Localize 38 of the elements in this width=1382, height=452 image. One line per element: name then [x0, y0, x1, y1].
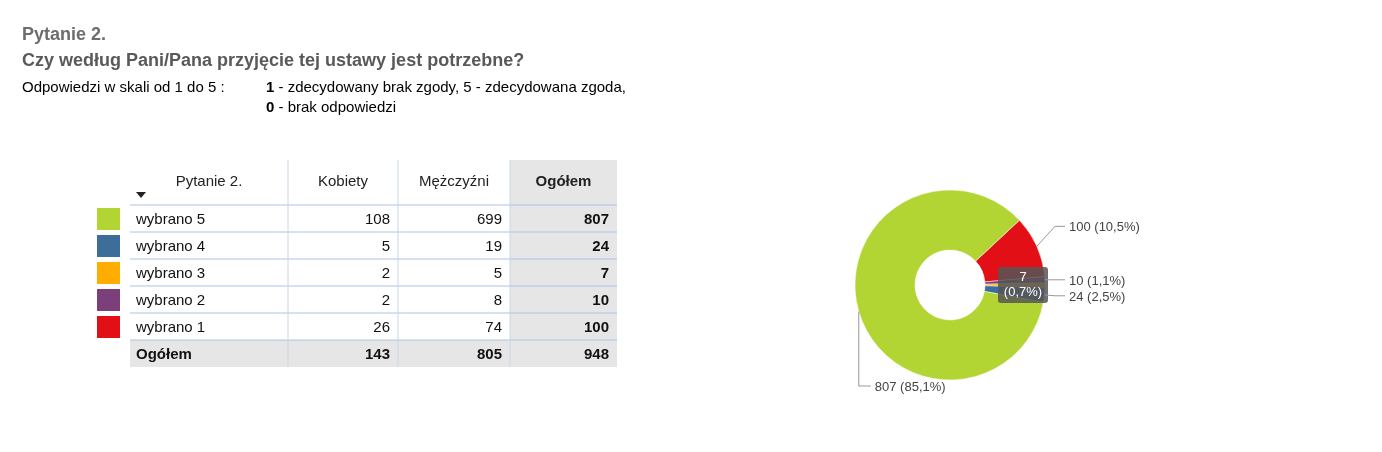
data-label: 100: [583, 318, 609, 335]
text: 1 - zdecydowany brak zgody, 5 - zdecydowana zgoda,: [266, 78, 626, 95]
x-tick-label: Mężczyźni: [418, 172, 490, 189]
data-label: 2: [381, 264, 390, 281]
y-tick-label: wybrano 5: [135, 210, 206, 227]
data-label: 143: [364, 345, 390, 362]
data-label: 100 (10,5%): [1069, 219, 1140, 235]
data-label: 26: [373, 318, 390, 335]
data-label: 24: [592, 237, 610, 254]
data-label: 74: [485, 318, 502, 335]
y-axis-title: Pytanie 2.: [175, 172, 243, 189]
data-label: 8: [493, 291, 502, 308]
data-label: 805: [476, 345, 502, 362]
text: Pytanie 2.: [22, 24, 107, 44]
data-label: 2: [381, 291, 390, 308]
y-tick-label: wybrano 4: [135, 237, 206, 254]
data-label: 10: [592, 291, 609, 308]
data-label: 10 (1,1%): [1069, 272, 1126, 288]
data-label: 19: [485, 237, 502, 254]
y-tick-label: wybrano 1: [135, 318, 206, 335]
data-label: 948: [583, 345, 609, 362]
text: Odpowiedzi w skali od 1 do 5 :: [22, 78, 225, 95]
data-label: 7: [600, 264, 609, 281]
data-label: 699: [476, 210, 502, 227]
x-tick-label: Ogółem: [535, 172, 592, 189]
data-label: 5: [381, 237, 390, 254]
x-tick-label: Kobiety: [317, 172, 369, 189]
chart-subtitle: Czy według Pani/Pana przyjęcie tej ustawy jest potrzebne?: [22, 50, 525, 70]
y-tick-label: Ogółem: [136, 345, 192, 362]
data-label: 807 (85,1%): [874, 379, 946, 394]
data-label: 7 (0,7%): [1003, 269, 1043, 300]
data-label: 807: [583, 210, 609, 227]
y-tick-label: wybrano 3: [135, 264, 206, 281]
data-label: 24 (2,5%): [1069, 288, 1126, 304]
y-tick-label: wybrano 2: [135, 291, 206, 308]
data-label: 108: [364, 210, 390, 227]
data-label: 5: [493, 264, 502, 281]
text: 0 - brak odpowiedzi: [266, 98, 397, 115]
